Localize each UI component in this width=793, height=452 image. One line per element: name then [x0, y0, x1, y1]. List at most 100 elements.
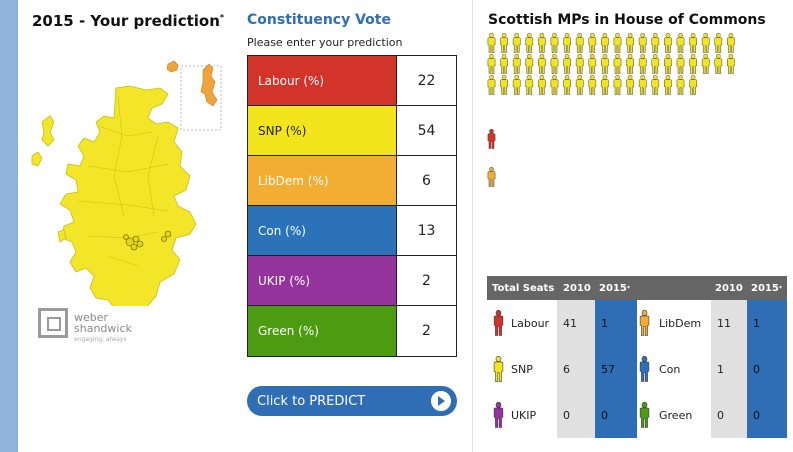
party-person-icon-shape: [639, 402, 650, 428]
vote-party-label: UKIP (%): [248, 256, 397, 305]
mp-figure-snp: [563, 74, 571, 95]
vote-percent-input[interactable]: 2: [397, 256, 456, 305]
party-person-icon-shape: [493, 402, 504, 428]
party-person-icon-shape: [493, 356, 504, 382]
mp-figure-snp: [601, 33, 609, 53]
scotland-mainland[interactable]: [59, 85, 197, 306]
mp-figure-libdem: [487, 166, 496, 187]
party-person-icon: [493, 356, 504, 382]
outer-hebrides[interactable]: [31, 151, 43, 167]
islay[interactable]: [57, 229, 67, 243]
mp-figure-snp: [512, 53, 521, 74]
vote-percent-input[interactable]: 54: [397, 106, 456, 155]
seat-2015-value: 1: [595, 300, 637, 346]
mp-figure-snp: [664, 53, 672, 74]
mp-figure-snp: [487, 74, 496, 95]
seat-row: Labour 41 1 LibDem 11 1: [487, 300, 787, 346]
party-person-icon: [639, 402, 650, 428]
seat-2015-value: 57: [595, 346, 637, 392]
mps-panel: Scottish MPs in House of Commons Total S…: [472, 0, 793, 452]
party-person-icon: [493, 310, 504, 336]
logo-mark-icon: [38, 308, 68, 338]
mp-figure-snp: [638, 53, 647, 74]
mp-figure-snp: [613, 74, 622, 95]
predict-button[interactable]: Click to PREDICT: [247, 386, 457, 416]
vote-row: Labour (%) 22: [248, 56, 456, 106]
vote-percent-input[interactable]: 13: [397, 206, 456, 255]
mp-figure-snp: [588, 74, 597, 95]
mp-pictogram-grid: [487, 33, 735, 187]
mp-figure-snp: [626, 74, 634, 95]
play-arrow-icon[interactable]: [429, 389, 453, 413]
constituency-vote-subtitle: Please enter your prediction: [247, 36, 403, 49]
western-isles[interactable]: [41, 115, 55, 147]
scotland-map[interactable]: [18, 36, 240, 306]
mp-figure-snp: [538, 53, 546, 74]
mp-figure-snp: [538, 74, 546, 95]
vote-percent-input[interactable]: 2: [397, 306, 456, 356]
header-2015-left: 2015 *: [595, 276, 637, 300]
seat-party-name: Con: [659, 362, 681, 376]
orkney-islands[interactable]: [166, 60, 179, 73]
vote-party-label: SNP (%): [248, 106, 397, 155]
seat-party-name: Green: [659, 408, 693, 422]
party-person-icon: [639, 310, 650, 336]
mp-figure-snp: [550, 53, 559, 74]
mp-figure-snp: [601, 53, 609, 74]
vote-row: Con (%) 13: [248, 206, 456, 256]
seat-2010-value: 0: [557, 392, 595, 438]
mp-figure-snp: [714, 53, 723, 74]
mp-figure-snp: [575, 74, 584, 95]
mp-figure-snp: [626, 53, 634, 74]
left-accent-bar: [0, 0, 18, 452]
logo-line-1: weber: [74, 311, 109, 324]
prediction-title-text: 2015 - Your prediction: [32, 12, 220, 30]
header-spacer: [637, 276, 711, 300]
mp-figure-snp: [512, 33, 521, 53]
weber-shandwick-logo: weber shandwick engaging, always: [38, 308, 158, 358]
mp-figure-snp: [727, 33, 735, 53]
seat-2010-value: 0: [711, 392, 747, 438]
vote-party-label: Labour (%): [248, 56, 397, 105]
central-belt-constituencies[interactable]: [123, 230, 172, 251]
seat-party-name: UKIP: [511, 408, 537, 422]
header-total-seats: Total Seats: [492, 282, 555, 294]
shetland-islands[interactable]: [200, 63, 218, 107]
party-person-icon-shape: [639, 356, 650, 382]
constituency-borders: [77, 95, 169, 267]
mp-figure-snp: [689, 53, 697, 74]
seats-table-header: Total Seats 2010 2015 * 2010 2015 *: [487, 276, 787, 300]
vote-row: SNP (%) 54: [248, 106, 456, 156]
mp-figure-snp: [588, 33, 597, 53]
vote-row: LibDem (%) 6: [248, 156, 456, 206]
vote-party-label: LibDem (%): [248, 156, 397, 205]
mp-figure-snp: [651, 74, 660, 95]
constituency-vote-panel: Constituency Vote Please enter your pred…: [240, 0, 470, 452]
mp-figure-snp: [638, 33, 647, 53]
seat-2015-value: 0: [747, 392, 787, 438]
party-person-icon: [639, 356, 650, 382]
header-2015-right-mark: *: [778, 284, 782, 292]
seat-row: UKIP 0 0 Green 0 0: [487, 392, 787, 438]
mp-figure-snp: [689, 74, 697, 95]
vote-percent-input[interactable]: 6: [397, 156, 456, 205]
mp-figure-snp: [525, 53, 534, 74]
seat-party-name: LibDem: [659, 316, 702, 330]
mp-figure-snp: [487, 53, 496, 74]
logo-wordmark: weber shandwick: [74, 312, 132, 334]
prediction-title-mark: *: [219, 13, 225, 22]
constituency-vote-title: Constituency Vote: [247, 12, 391, 28]
prediction-map-panel: 2015 - Your prediction* weber shandwi: [18, 0, 240, 452]
mp-figure-snp: [575, 33, 584, 53]
mp-figure-snp: [651, 53, 660, 74]
mp-figure-snp: [676, 53, 685, 74]
header-2015-right-text: 2015: [751, 282, 779, 294]
vote-percent-input[interactable]: 22: [397, 56, 456, 105]
seat-party-name: Labour: [511, 316, 550, 330]
total-seats-table: Total Seats 2010 2015 * 2010 2015 * Labour…: [487, 276, 787, 438]
header-2010-left: 2010: [563, 282, 591, 294]
logo-tagline: engaging, always: [74, 336, 127, 343]
vote-input-table: Labour (%) 22 SNP (%) 54 LibDem (%) 6 Con (%) 1…: [247, 55, 457, 357]
seat-2010-value: 11: [711, 300, 747, 346]
seat-2010-value: 1: [711, 346, 747, 392]
